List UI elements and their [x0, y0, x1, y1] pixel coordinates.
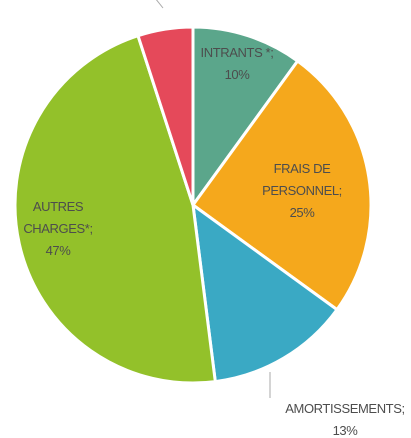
pie-slice	[191, 25, 300, 210]
slice-value: 25%	[289, 205, 315, 220]
slice-value: 10%	[224, 67, 250, 82]
leader-line	[155, 0, 164, 9]
slice-label: INTRANTS *; 10%	[182, 42, 292, 86]
slice-name: AMORTISSEMENTS;	[285, 401, 405, 416]
slice-name: INTRANTS *;	[200, 45, 274, 60]
slice-label: AUTRES CHARGES*; 47%	[13, 196, 103, 262]
slice-name: AUTRES CHARGES*;	[23, 199, 93, 236]
pie-slice	[190, 58, 373, 312]
slice-label: FRAIS DE PERSONNEL; 25%	[252, 158, 352, 224]
slice-label: AMORTISSEMENTS; 13%	[265, 398, 411, 438]
slice-value: 13%	[332, 423, 358, 438]
slice-value: 47%	[45, 243, 71, 258]
pie-slice	[191, 201, 340, 384]
pie-slice	[136, 25, 195, 206]
slice-name: FRAIS DE PERSONNEL;	[262, 161, 342, 198]
